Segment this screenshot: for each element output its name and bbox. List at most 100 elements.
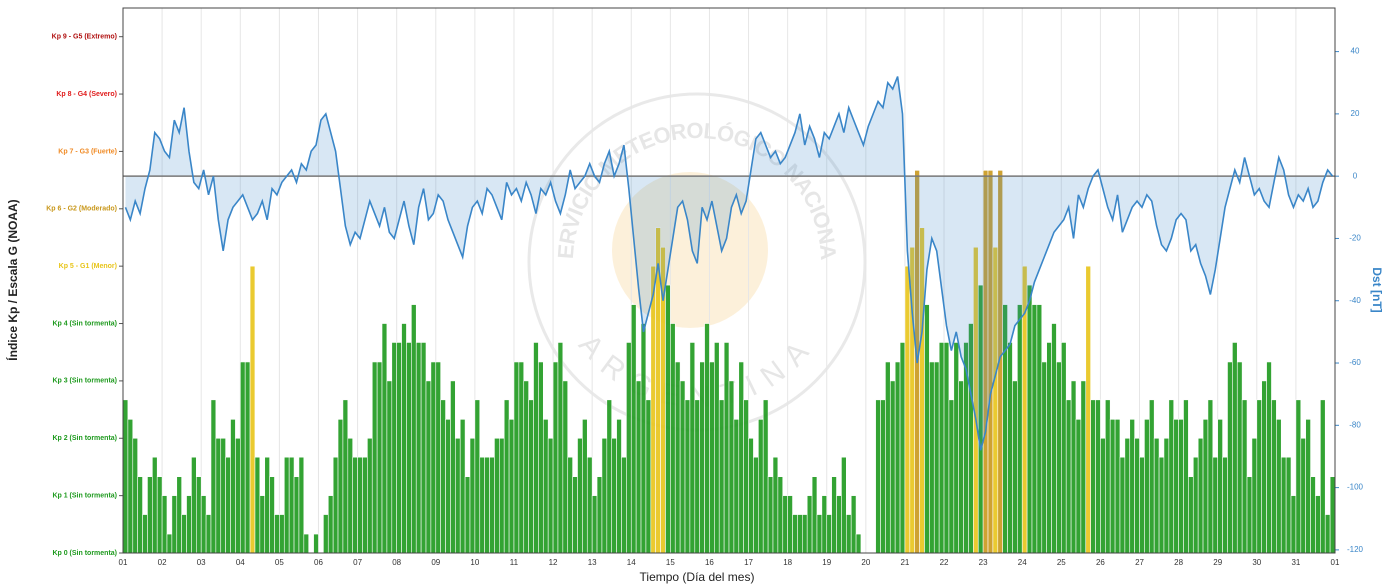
bar: [1153, 437, 1160, 554]
bar: [1241, 399, 1248, 554]
bar: [802, 514, 808, 554]
bar: [1256, 399, 1262, 554]
x-tick-label: 26: [1096, 558, 1105, 567]
y2-tick-label: -40: [1349, 296, 1361, 305]
bar: [1065, 399, 1072, 554]
bar: [777, 476, 784, 554]
bar: [1119, 456, 1126, 554]
bar: [758, 419, 764, 554]
bar: [679, 380, 686, 554]
x-tick-label: 11: [510, 558, 519, 567]
bar: [1183, 399, 1189, 554]
bar: [200, 495, 207, 554]
x-tick-label: 17: [744, 558, 753, 567]
bar: [303, 533, 310, 554]
bar: [445, 419, 451, 554]
bar: [836, 495, 842, 554]
bar: [1046, 342, 1052, 554]
bar: [450, 380, 456, 554]
y2-axis-title: Dst [nT]: [1370, 267, 1384, 312]
bar: [538, 361, 544, 554]
bar: [1266, 361, 1272, 554]
bar: [714, 342, 720, 554]
bar: [929, 361, 935, 554]
bar: [1173, 419, 1179, 554]
bar: [1276, 419, 1282, 554]
bar: [899, 342, 906, 554]
bar: [1217, 419, 1223, 554]
x-tick-label: 08: [392, 558, 401, 567]
bar: [748, 437, 754, 554]
x-tick-label: 23: [979, 558, 988, 567]
bar: [1285, 456, 1292, 554]
bar: [850, 495, 857, 554]
bar: [274, 514, 280, 554]
bar: [626, 342, 632, 554]
bar: [440, 399, 446, 554]
bar: [298, 456, 305, 554]
bar: [533, 342, 539, 554]
x-tick-label: 05: [275, 558, 284, 567]
bar: [122, 399, 129, 554]
bar: [391, 342, 397, 554]
bar: [1095, 399, 1101, 554]
bar: [508, 419, 515, 554]
bar: [152, 456, 158, 554]
bar: [709, 361, 715, 554]
bar: [142, 514, 148, 554]
bar: [1178, 419, 1184, 554]
bar: [889, 380, 896, 554]
bar: [411, 304, 417, 554]
bar: [127, 419, 134, 554]
y2-tick-label: 40: [1351, 47, 1360, 56]
bar: [293, 476, 300, 554]
bar: [1168, 399, 1175, 554]
bar: [415, 342, 422, 554]
x-tick-label: 07: [353, 558, 362, 567]
bar: [323, 514, 329, 554]
bar: [1324, 514, 1331, 554]
bar: [381, 323, 388, 554]
bar: [1148, 399, 1155, 554]
y-tick-label: Kp 3 (Sin tormenta): [52, 378, 117, 385]
x-tick-label: 15: [666, 558, 675, 567]
bar: [249, 265, 256, 554]
bar: [552, 361, 559, 554]
bar: [435, 361, 441, 554]
x-tick-label: 25: [1057, 558, 1066, 567]
bar: [1295, 399, 1302, 554]
bar: [1026, 284, 1033, 554]
bar: [523, 380, 529, 554]
bar: [1227, 361, 1233, 554]
bar: [205, 514, 212, 554]
bar: [376, 361, 383, 554]
bar: [1085, 265, 1091, 554]
bar: [484, 456, 490, 554]
bar: [924, 304, 930, 554]
bar: [938, 342, 945, 554]
bar: [1100, 437, 1106, 554]
bar: [425, 380, 432, 554]
bar: [542, 419, 549, 554]
bar: [1280, 456, 1287, 554]
bar: [885, 361, 891, 554]
bar: [220, 437, 226, 554]
y-axis-title: Índice Kp / Escala G (NOAA): [5, 199, 20, 360]
bar: [943, 342, 950, 554]
y-tick-label: Kp 1 (Sin tormenta): [52, 492, 117, 499]
bar: [244, 361, 251, 554]
x-tick-label: 01: [1331, 558, 1340, 567]
x-tick-label: 12: [549, 558, 558, 567]
bar: [948, 399, 955, 554]
bar: [494, 437, 500, 554]
bar: [586, 456, 593, 554]
x-tick-label: 06: [314, 558, 323, 567]
bar: [762, 399, 769, 554]
bar: [953, 342, 959, 554]
bar: [1012, 380, 1018, 554]
bar: [1222, 456, 1228, 554]
bar: [894, 361, 901, 554]
x-tick-label: 14: [627, 558, 636, 567]
bar: [171, 495, 178, 554]
bar: [499, 437, 505, 554]
